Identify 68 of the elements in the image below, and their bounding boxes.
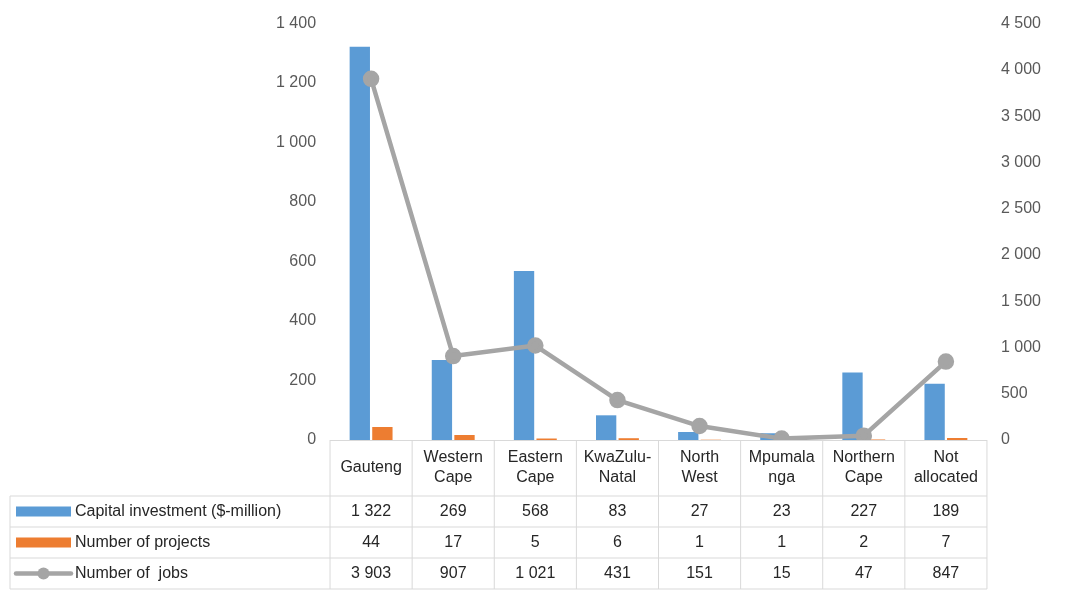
- data-label: 151: [686, 563, 713, 581]
- bar: [454, 434, 475, 440]
- bar: [595, 415, 617, 440]
- y-tick-label: 200: [289, 370, 317, 388]
- point: [691, 417, 708, 435]
- data-label: 6: [612, 532, 622, 550]
- bar: [349, 46, 370, 440]
- y2-tick-label: 0: [1000, 430, 1010, 448]
- x-tick-label: Western Cape: [423, 448, 483, 486]
- data-label: 17: [444, 532, 463, 550]
- legend-label: Capital investment ($-million): [75, 501, 282, 519]
- bar: [431, 359, 453, 440]
- bar: [513, 271, 535, 440]
- data-label: 44: [362, 532, 381, 550]
- point: [937, 353, 955, 370]
- data-label: 189: [932, 501, 960, 519]
- x-tick-label: Eastern Cape: [507, 448, 563, 486]
- point: [609, 391, 626, 409]
- data-label: 47: [854, 563, 873, 581]
- point: [362, 70, 380, 88]
- data-label: 27: [690, 501, 709, 519]
- data-label: 907: [439, 563, 467, 581]
- point: [444, 347, 462, 365]
- data-label: 7: [941, 532, 951, 550]
- data-label: 431: [604, 563, 631, 581]
- y2-tick-label: 2 500: [1000, 199, 1042, 217]
- y2-tick-label: 1 500: [1000, 291, 1042, 309]
- y2-tick-label: 2 000: [1000, 245, 1042, 263]
- x-tick-label: North West: [680, 448, 720, 486]
- y-tick-label: 1 400: [275, 14, 317, 32]
- bar: [372, 426, 393, 440]
- x-tick-label: Mpumalanga: [748, 448, 815, 486]
- data-label: 5: [530, 532, 540, 550]
- y-tick-label: 0: [307, 430, 317, 448]
- data-label: 23: [772, 501, 791, 519]
- point: [527, 337, 544, 354]
- data-label: 15: [772, 563, 791, 581]
- x-tick-label: Gauteng: [340, 458, 402, 476]
- data-label: 227: [850, 501, 878, 519]
- data-label: 847: [932, 563, 960, 581]
- data-label: 269: [439, 501, 467, 519]
- y2-tick-label: 3 500: [1000, 106, 1042, 124]
- x-tick-label: KwaZulu-Natal: [583, 448, 652, 486]
- y2-tick-label: 4 500: [1000, 14, 1042, 32]
- data-label: 1 021: [515, 563, 556, 581]
- y2-tick-label: 4 000: [1000, 60, 1042, 78]
- y-tick-label: 800: [289, 192, 317, 210]
- y-tick-label: 1 200: [275, 73, 317, 91]
- y2-tick-label: 500: [1000, 384, 1028, 402]
- y2-tick-label: 1 000: [1000, 337, 1042, 355]
- data-label: 2: [859, 532, 869, 550]
- data-label: 83: [608, 501, 627, 519]
- data-label: 1: [695, 532, 705, 550]
- y2-tick-label: 3 000: [1000, 152, 1042, 170]
- data-label: 3 903: [351, 563, 392, 581]
- data-label: 1 322: [351, 501, 392, 519]
- data-label: 568: [521, 501, 549, 519]
- x-tick-label: Northern Cape: [832, 448, 895, 486]
- bar: [924, 383, 945, 440]
- x-tick-label: Not allocated: [913, 448, 978, 486]
- bar: [678, 431, 699, 440]
- y-tick-label: 1 000: [275, 132, 317, 150]
- y-tick-label: 600: [289, 251, 317, 269]
- data-label: 1: [777, 532, 787, 550]
- legend-label: Number of jobs: [75, 563, 188, 581]
- bar: [947, 437, 968, 440]
- y-tick-label: 400: [289, 311, 317, 329]
- legend-label: Number of projects: [75, 532, 211, 550]
